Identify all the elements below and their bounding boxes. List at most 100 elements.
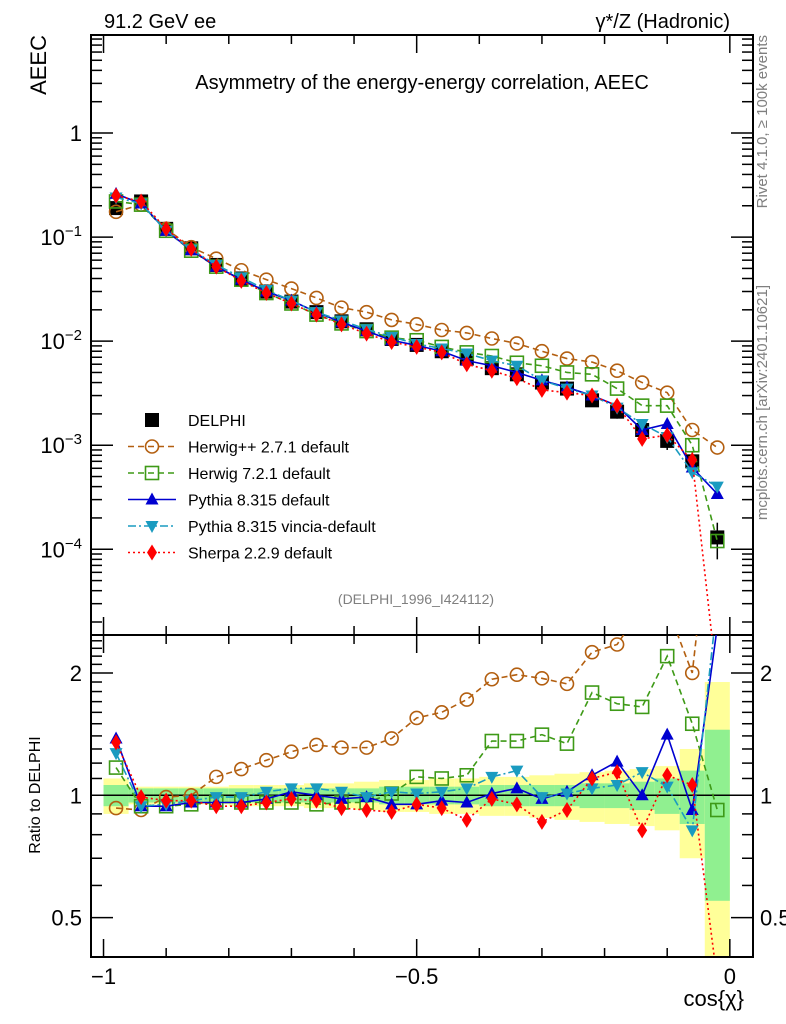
data-point	[511, 370, 522, 387]
data-point	[609, 381, 625, 396]
ratio-point	[311, 792, 322, 809]
ratio-y-tick-label-right: 0.5	[760, 906, 786, 931]
data-point	[587, 387, 598, 404]
legend-label: DELPHI	[188, 413, 246, 430]
data-point	[536, 381, 547, 398]
ratio-point	[660, 781, 674, 794]
ratio-point	[660, 727, 674, 740]
data-point	[211, 258, 222, 275]
ratio-point	[560, 788, 574, 801]
ratio-point	[261, 794, 272, 811]
ratio-point	[585, 783, 599, 796]
data-point	[584, 367, 600, 382]
ratio-point	[559, 736, 575, 751]
ratio-point	[385, 786, 399, 799]
ratio-point	[259, 786, 273, 799]
data-point	[510, 360, 524, 373]
data-point	[236, 272, 247, 289]
ratio-point	[461, 811, 472, 828]
ratio-point	[309, 737, 324, 753]
ratio-point	[436, 800, 447, 817]
ratio-y-tick-label: 0.5	[51, 906, 82, 931]
ratio-point	[109, 748, 123, 761]
analysis-tag: (DELPHI_1996_I424112)	[338, 591, 494, 607]
ratio-point	[335, 786, 349, 799]
y-tick-label: 10−1	[40, 223, 82, 250]
ratio-point	[534, 671, 550, 686]
data-point	[710, 481, 724, 494]
ratio-point	[510, 781, 524, 794]
ratio-series-sherpa-2-2-9-default	[111, 734, 716, 957]
ratio-point	[459, 767, 475, 783]
data-point	[434, 322, 450, 338]
data-point	[311, 306, 322, 323]
data-point	[684, 422, 700, 438]
ratio-point	[134, 801, 148, 814]
data-point	[286, 295, 297, 312]
x-tick-label: −1	[91, 964, 116, 989]
ratio-point	[509, 667, 525, 683]
ratio-point	[186, 792, 197, 809]
ratio-y-tick-label-right: 1	[760, 783, 772, 808]
main-axes: 10−4 10−3 10−2 10−1 1	[40, 34, 754, 636]
ratio-point	[510, 765, 524, 778]
data-point	[485, 355, 499, 368]
data-point	[384, 312, 399, 328]
ratio-point	[360, 792, 374, 805]
ratio-point	[610, 780, 624, 793]
ratio-point	[136, 789, 147, 806]
ratio-point	[511, 796, 522, 813]
band-inner	[704, 729, 730, 901]
data-point	[662, 427, 673, 444]
ratio-point	[386, 803, 397, 820]
ratio-point	[211, 798, 222, 815]
data-point	[559, 351, 575, 366]
data-point	[386, 334, 397, 351]
ratio-point	[108, 800, 124, 816]
ratio-point	[284, 744, 299, 760]
legend-label: Pythia 8.315 default	[188, 493, 330, 510]
data-point	[710, 533, 725, 549]
ratio-point	[609, 637, 625, 652]
ratio-point	[685, 825, 699, 838]
ratio-point	[584, 685, 600, 700]
legend-marker	[144, 465, 160, 481]
data-point	[659, 385, 675, 400]
ratio-series-pythia-8-315-vincia-default	[109, 635, 715, 838]
ratio-point	[460, 795, 474, 808]
ratio-point	[286, 790, 297, 807]
data-point	[136, 193, 147, 210]
data-point	[259, 272, 274, 287]
ratio-point	[284, 783, 298, 796]
ratio-point	[637, 822, 648, 839]
ratio-point	[234, 761, 249, 777]
ratio-point	[610, 754, 624, 767]
data-point	[685, 467, 699, 480]
legend-marker	[145, 413, 159, 427]
y-tick-label: 1	[70, 121, 82, 146]
data-point	[461, 356, 472, 373]
ratio-point	[584, 644, 600, 660]
data-point	[612, 397, 623, 414]
data-point	[684, 437, 700, 453]
ratio-point	[309, 783, 323, 796]
header-process-label: γ*/Z (Hadronic)	[596, 11, 730, 33]
ratio-point	[435, 786, 449, 799]
data-point	[484, 331, 500, 346]
ratio-y-tick-label-right: 2	[760, 661, 772, 686]
rivet-version-label: Rivet 4.1.0, ≥ 100k events	[754, 35, 771, 208]
legend-label: Pythia 8.315 vincia-default	[188, 519, 376, 536]
ratio-point	[209, 792, 223, 805]
ratio-point	[108, 760, 124, 775]
ratio-point	[559, 676, 575, 692]
ratio-point	[485, 771, 499, 784]
data-point	[261, 285, 272, 302]
x-tick-label: −0.5	[395, 964, 438, 989]
legend: DELPHI Herwig++ 2.7.1 default Herwig 7.2.1…	[128, 413, 376, 563]
ratio-axes: −1 −0.5 0 0.5 0.5 1 1 2 2	[51, 634, 786, 989]
legend-entry-herwig-7-2-1-default: Herwig 7.2.1 default	[128, 465, 331, 483]
data-point	[634, 375, 650, 390]
main-y-axis-label: AEEC	[26, 35, 51, 95]
data-point	[561, 384, 572, 401]
data-point	[659, 398, 675, 413]
